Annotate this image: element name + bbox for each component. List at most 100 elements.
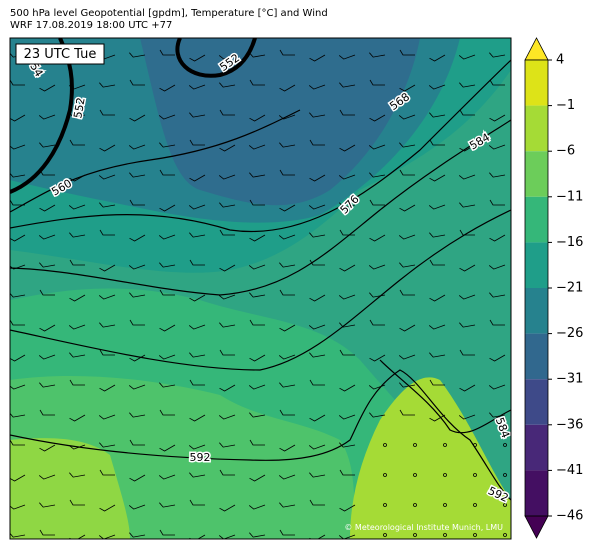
wind-barb	[10, 354, 26, 362]
barb-shaft	[10, 319, 25, 326]
wind-barb	[429, 352, 446, 358]
calm-wind	[473, 533, 477, 537]
temperature-field	[350, 377, 511, 539]
wind-barb	[279, 169, 295, 176]
colorbar: 4 −1 −6 −11 −16 −21 −26 −31 −36 −41 −46	[524, 37, 583, 539]
wind-barb	[10, 532, 26, 538]
barb-shaft	[429, 139, 445, 146]
barb-shaft	[399, 49, 415, 56]
wind-barb	[369, 354, 386, 362]
wind-barb	[69, 112, 86, 118]
wind-barb	[10, 504, 26, 510]
wind-barb	[69, 294, 86, 302]
barb-shaft	[189, 54, 206, 62]
wind-barb	[158, 114, 176, 120]
wind-barb	[399, 84, 416, 92]
barb-shaft	[309, 352, 326, 358]
barb-shaft	[369, 199, 385, 206]
wind-barb	[69, 472, 86, 478]
barb-shaft	[39, 409, 55, 416]
barb-shaft	[249, 354, 266, 362]
wind-barb	[429, 414, 446, 422]
barb-shaft	[339, 469, 355, 476]
wind-barb	[339, 442, 356, 448]
wind-barb	[129, 199, 145, 206]
wind-barb	[218, 294, 236, 300]
colorbar-tick-label: −6	[556, 144, 575, 159]
barb-shaft	[279, 409, 295, 416]
barb-shaft	[279, 84, 296, 92]
barb-shaft	[338, 294, 356, 300]
wind-barb	[249, 172, 266, 178]
wind-barb	[459, 82, 476, 88]
barb-shaft	[99, 384, 116, 392]
barb-shaft	[309, 112, 326, 118]
barb-shaft	[368, 264, 386, 270]
wind-barb	[39, 409, 55, 416]
wind-barb	[98, 414, 116, 420]
barb-shaft	[399, 204, 416, 212]
barb-shaft	[189, 174, 206, 182]
barb-shaft	[278, 234, 296, 240]
wind-barb	[368, 384, 386, 390]
barb-shaft	[338, 174, 356, 180]
subtitle-line: WRF 17.08.2019 18:00 UTC +77	[10, 20, 173, 31]
wind-barb	[39, 84, 56, 92]
wind-barb	[99, 144, 116, 152]
wind-barb	[189, 54, 206, 62]
wind-barb	[489, 79, 505, 86]
calm-wind	[503, 533, 507, 537]
barb-shaft	[39, 84, 56, 92]
calm-wind	[473, 473, 477, 477]
wind-barb	[309, 54, 326, 62]
wind-barb	[339, 322, 356, 328]
barb-shaft	[459, 384, 476, 392]
barb-shaft	[399, 142, 416, 148]
wind-barb	[369, 114, 386, 122]
colorbar-tick-label: −16	[556, 235, 583, 250]
barb-shaft	[98, 174, 116, 180]
wind-barb	[309, 352, 326, 358]
wind-barb	[339, 144, 356, 152]
barb-shaft	[249, 532, 266, 538]
wind-barb	[218, 414, 236, 420]
wind-barb	[38, 234, 56, 240]
barb-shaft	[219, 442, 236, 448]
wind-barb	[10, 144, 26, 150]
barb-shaft	[309, 54, 326, 62]
wind-barb	[219, 384, 236, 392]
wind-barb	[309, 534, 326, 539]
barb-shaft	[159, 289, 175, 296]
wind-barb	[429, 259, 445, 266]
wind-barb	[159, 444, 176, 452]
calm-wind	[473, 443, 477, 447]
colorbar-tick-label: −41	[556, 463, 583, 478]
wind-barb	[399, 409, 415, 416]
barb-shaft	[38, 114, 56, 120]
barb-shaft	[159, 49, 175, 56]
wind-barb	[99, 82, 116, 88]
barb-shaft	[129, 532, 146, 538]
wind-barb	[69, 534, 86, 539]
wind-barb	[309, 499, 325, 506]
wind-barb	[129, 292, 146, 298]
wind-barb	[429, 232, 446, 238]
wind-barb	[248, 264, 266, 270]
barb-shaft	[339, 504, 356, 512]
barb-shaft	[189, 499, 205, 506]
wind-barb	[159, 502, 176, 508]
barb-shaft	[309, 379, 325, 386]
wind-barb	[68, 84, 86, 90]
wind-barb	[218, 54, 236, 60]
wind-barb	[10, 384, 26, 390]
barb-shaft	[128, 144, 146, 150]
wind-barb	[129, 319, 145, 326]
barb-shaft	[69, 112, 86, 118]
barb-shaft	[459, 322, 476, 328]
barb-shaft	[10, 412, 26, 418]
wind-barb	[339, 469, 355, 476]
barb-shaft	[428, 84, 446, 90]
barb-shaft	[308, 204, 326, 210]
wind-barb	[399, 324, 416, 332]
wind-barb	[368, 264, 386, 270]
